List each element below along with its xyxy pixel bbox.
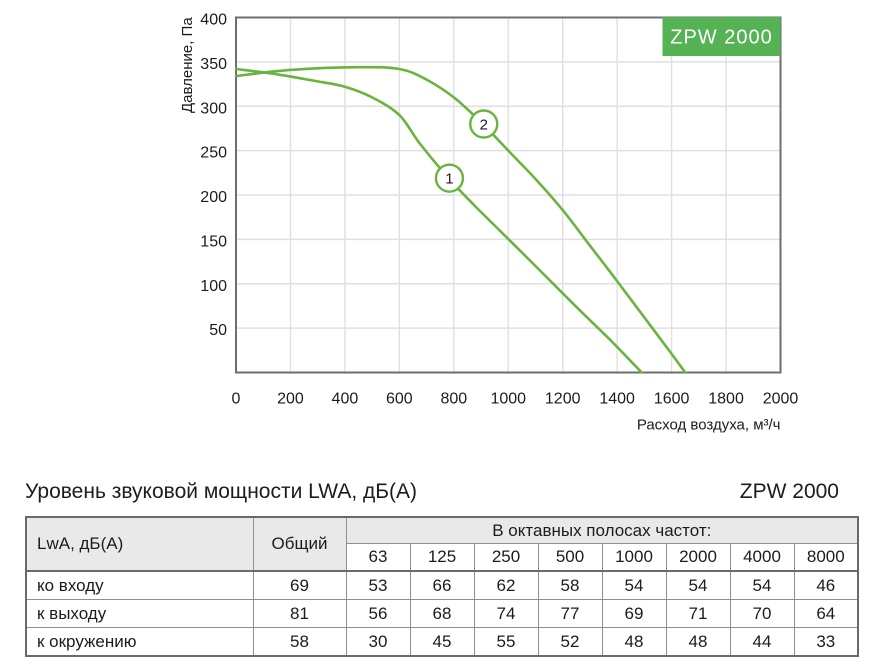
y-tick-label: 400 — [200, 12, 227, 29]
x-tick-label: 1800 — [708, 391, 744, 408]
table-cell: 77 — [537, 599, 603, 628]
total-value-cell: 81 — [252, 599, 347, 628]
table-cell: 48 — [601, 627, 667, 657]
table-cell: 48 — [665, 627, 731, 657]
x-tick-label: 1600 — [654, 391, 690, 408]
curve-marker-label: 2 — [480, 117, 488, 134]
table-cell: 30 — [345, 627, 411, 657]
total-value-cell: 58 — [252, 627, 347, 657]
freq-header-cell: 250 — [473, 543, 539, 572]
table-cell: 71 — [665, 599, 731, 628]
sound-table-title: Уровень звуковой мощности LWA, дБ(А) — [25, 480, 418, 503]
freq-header-cell: 2000 — [665, 543, 731, 572]
sound-table-title-row: Уровень звуковой мощности LWA, дБ(А) ZPW… — [25, 480, 853, 504]
freq-header-cell: 63 — [345, 543, 411, 572]
x-tick-label: 1200 — [545, 391, 581, 408]
table-cell: 52 — [537, 627, 603, 657]
table-row: к окружению 58 30 45 55 52 48 48 44 33 — [25, 627, 859, 657]
x-tick-label: 1400 — [599, 391, 635, 408]
table-cell: 46 — [793, 570, 859, 600]
y-tick-label: 50 — [209, 322, 227, 339]
total-value-cell: 69 — [252, 570, 347, 600]
table-header-row-1: LwA, дБ(А) Общий В октавных полосах част… — [25, 516, 859, 572]
y-tick-label: 350 — [200, 56, 227, 73]
table-header-row-2: 63 125 250 500 1000 2000 4000 8000 — [26, 543, 859, 572]
table-cell: 54 — [601, 570, 667, 600]
curve-marker-label: 1 — [445, 171, 453, 188]
table-cell: 58 — [537, 570, 603, 600]
x-tick-label: 200 — [277, 391, 304, 408]
row-label-cell: к окружению — [25, 627, 254, 657]
total-header-cell: Общий — [252, 516, 347, 572]
x-tick-label: 600 — [386, 391, 413, 408]
x-tick-label: 0 — [232, 391, 241, 408]
table-cell: 54 — [729, 570, 795, 600]
x-axis-label: Расход воздуха, м³/ч — [637, 417, 781, 434]
freq-header-cell: 500 — [537, 543, 603, 572]
table-cell: 45 — [409, 627, 475, 657]
curve-marker-1 — [434, 163, 465, 193]
fan-performance-chart-area: 1 2 50 100 150 200 250 300 350 400 0 200 400 600 800 10… — [179, 12, 799, 434]
model-badge — [662, 17, 781, 56]
table-cell: 56 — [345, 599, 411, 628]
table-cell: 64 — [793, 599, 859, 628]
table-row: к выходу 81 56 68 74 77 69 71 70 64 — [25, 599, 859, 628]
y-tick-label: 100 — [200, 278, 227, 295]
y-axis-label: Давление, Па — [179, 17, 196, 113]
table-row: ко входу 69 53 66 62 58 54 54 54 46 — [25, 570, 859, 600]
freq-header-cell: 8000 — [793, 543, 859, 572]
table-cell: 69 — [601, 599, 667, 628]
table-cell: 62 — [473, 570, 539, 600]
plot-border — [235, 16, 782, 374]
x-tick-label: 2000 — [763, 391, 799, 408]
table-cell: 33 — [793, 627, 859, 657]
y-tick-label: 250 — [200, 145, 227, 162]
row-label-cell: к выходу — [25, 599, 254, 628]
freq-header-cell: 4000 — [729, 543, 795, 572]
y-tick-label: 300 — [200, 100, 227, 117]
lwa-header-cell: LwA, дБ(А) — [25, 516, 254, 572]
table-cell: 53 — [345, 570, 411, 600]
y-tick-label: 150 — [200, 233, 227, 250]
octave-band-header-cell: В октавных полосах частот: — [345, 516, 859, 544]
table-cell: 44 — [729, 627, 795, 657]
curve-2 — [234, 65, 687, 374]
table-cell: 54 — [665, 570, 731, 600]
y-tick-label: 200 — [200, 189, 227, 206]
sound-power-table: LwA, дБ(А) Общий В октавных полосах част… — [25, 516, 860, 657]
freq-header-cell: 1000 — [601, 543, 667, 572]
curve-marker-2 — [469, 109, 499, 139]
sound-table-model: ZPW 2000 — [739, 480, 839, 503]
table-cell: 70 — [729, 599, 795, 628]
table-cell: 66 — [409, 570, 475, 600]
x-tick-label: 1000 — [490, 391, 526, 408]
model-badge-label: ZPW 2000 — [670, 27, 772, 49]
table-cell: 55 — [473, 627, 539, 657]
curve-1 — [234, 67, 643, 374]
x-tick-label: 400 — [332, 391, 359, 408]
row-label-cell: ко входу — [25, 570, 254, 600]
table-cell: 74 — [473, 599, 539, 628]
freq-header-cell: 125 — [409, 543, 475, 572]
table-cell: 68 — [409, 599, 475, 628]
x-tick-label: 800 — [440, 391, 467, 408]
